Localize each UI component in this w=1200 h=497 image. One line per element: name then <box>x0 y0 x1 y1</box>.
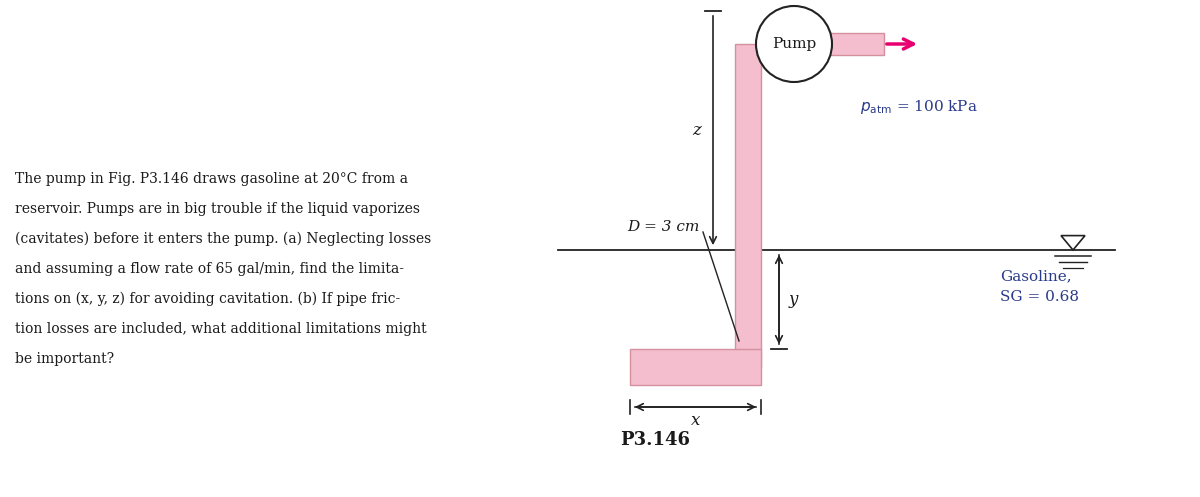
Text: Gasoline,
SG = 0.68: Gasoline, SG = 0.68 <box>1000 270 1079 304</box>
Text: tion losses are included, what additional limitations might: tion losses are included, what additiona… <box>14 322 427 336</box>
Bar <box>830 33 884 55</box>
Text: z: z <box>692 122 701 139</box>
Text: x: x <box>691 412 700 429</box>
Bar <box>734 44 761 367</box>
Text: and assuming a flow rate of 65 gal/min, find the limita-: and assuming a flow rate of 65 gal/min, … <box>14 262 404 276</box>
Bar <box>630 349 761 385</box>
Polygon shape <box>1061 236 1085 250</box>
Text: P3.146: P3.146 <box>620 431 690 449</box>
Text: $p_{\mathrm{atm}}$ = 100 kPa: $p_{\mathrm{atm}}$ = 100 kPa <box>860 98 978 116</box>
Text: be important?: be important? <box>14 352 114 366</box>
Circle shape <box>756 6 832 82</box>
Text: reservoir. Pumps are in big trouble if the liquid vaporizes: reservoir. Pumps are in big trouble if t… <box>14 202 420 216</box>
Text: (cavitates) before it enters the pump. (a) Neglecting losses: (cavitates) before it enters the pump. (… <box>14 232 431 247</box>
Text: The pump in Fig. P3.146 draws gasoline at 20°C from a: The pump in Fig. P3.146 draws gasoline a… <box>14 172 408 186</box>
Text: D = 3 cm: D = 3 cm <box>628 220 700 234</box>
Text: tions on (x, y, z) for avoiding cavitation. (b) If pipe fric-: tions on (x, y, z) for avoiding cavitati… <box>14 292 401 306</box>
Text: y: y <box>790 291 798 308</box>
Text: Pump: Pump <box>772 37 816 51</box>
